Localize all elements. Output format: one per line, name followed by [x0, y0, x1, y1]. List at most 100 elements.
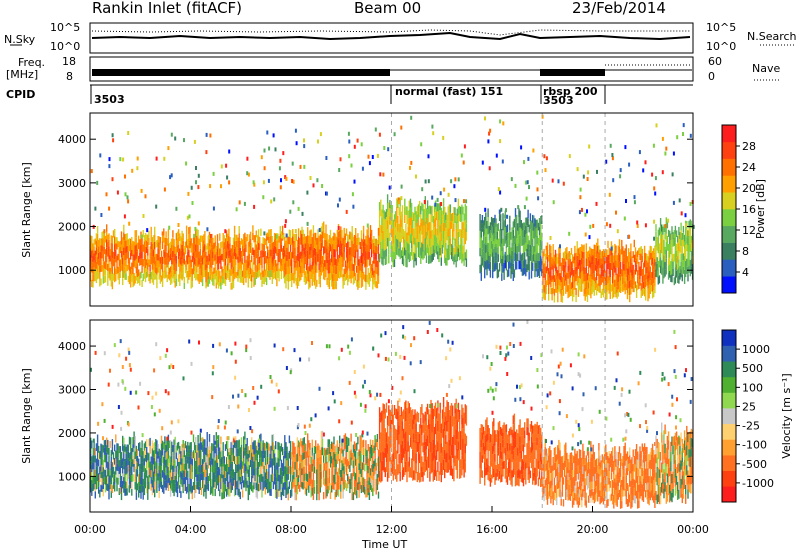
data-cell [265, 270, 268, 278]
data-cell [143, 266, 146, 273]
data-cell [382, 256, 384, 266]
nsky-label: N.Sky [4, 33, 36, 46]
data-cell [228, 250, 230, 258]
data-cell [536, 244, 538, 253]
data-cell [317, 457, 319, 466]
data-cell [122, 435, 124, 444]
data-cell [562, 252, 565, 259]
data-cell [365, 243, 367, 252]
data-cell [663, 270, 665, 279]
data-cell [444, 230, 446, 239]
data-cell [270, 263, 272, 271]
data-cell [235, 487, 237, 496]
data-cell [120, 257, 123, 265]
data-cell [130, 280, 132, 288]
data-cell [502, 255, 504, 265]
data-cell [224, 484, 227, 492]
data-cell [336, 273, 339, 281]
data-cell [510, 247, 512, 256]
data-cell [100, 443, 102, 451]
data-cell [534, 226, 536, 236]
data-cell [215, 270, 217, 277]
data-cell [215, 276, 217, 283]
data-cell [139, 463, 141, 472]
data-cell [404, 239, 406, 248]
data-cell [656, 270, 658, 278]
data-cell [193, 271, 196, 279]
data-cell [159, 270, 162, 278]
scatter-cell [120, 426, 123, 431]
data-cell [201, 459, 204, 467]
data-cell [543, 248, 545, 257]
data-cell [361, 239, 364, 247]
data-cell [135, 461, 138, 469]
data-cell [150, 477, 152, 484]
data-cell [286, 254, 288, 261]
data-cell [428, 239, 430, 248]
data-cell [143, 247, 146, 254]
scatter-cell [191, 201, 194, 205]
data-cell [576, 256, 578, 264]
data-cell [489, 222, 492, 231]
freq-tick-low: 8 [66, 70, 73, 83]
data-cell [310, 243, 312, 251]
data-cell [315, 264, 317, 273]
data-cell [207, 279, 209, 287]
data-cell [219, 256, 221, 264]
data-cell [557, 257, 559, 264]
data-cell [95, 458, 98, 467]
data-cell [154, 442, 156, 451]
data-cell [406, 241, 408, 250]
data-cell [553, 295, 556, 303]
data-cell [398, 248, 400, 257]
data-cell [372, 282, 374, 290]
data-cell [225, 473, 228, 481]
data-cell [350, 261, 352, 269]
data-cell [106, 224, 108, 232]
data-cell [361, 259, 364, 267]
data-cell [204, 257, 206, 265]
data-cell [107, 439, 109, 448]
data-cell [292, 243, 294, 251]
data-cell [392, 235, 394, 244]
data-cell [380, 241, 382, 251]
data-cell [551, 294, 553, 301]
data-cell [613, 276, 615, 284]
scatter-cell [220, 184, 222, 189]
data-cell [104, 469, 107, 478]
scatter-cell [127, 347, 130, 352]
data-cell [332, 259, 334, 267]
data-cell [276, 271, 278, 279]
data-cell [211, 233, 213, 241]
data-cell [114, 228, 116, 237]
data-cell [339, 271, 341, 279]
data-cell [557, 270, 559, 277]
data-cell [174, 280, 176, 288]
data-cell [268, 263, 270, 271]
data-cell [526, 264, 528, 273]
y-tick-label: 2000 [58, 221, 86, 234]
data-cell [323, 254, 325, 263]
data-cell [272, 481, 275, 490]
scatter-cell [501, 159, 504, 164]
data-cell [573, 270, 575, 277]
data-cell [538, 226, 541, 236]
scatter-cell [174, 136, 177, 141]
data-cell [164, 436, 166, 444]
data-cell [568, 290, 570, 298]
data-cell [299, 252, 301, 260]
data-cell [180, 236, 182, 244]
data-cell [288, 274, 291, 282]
data-cell [390, 219, 392, 228]
data-cell [614, 243, 616, 252]
scatter-cell [270, 379, 273, 384]
scatter-cell [299, 164, 302, 169]
data-cell [291, 481, 293, 490]
data-cell [538, 243, 541, 253]
data-cell [455, 221, 457, 229]
data-cell [280, 265, 283, 273]
data-cell [673, 277, 675, 286]
data-cell [219, 475, 221, 483]
data-cell [244, 455, 246, 464]
scatter-cell [214, 440, 217, 445]
